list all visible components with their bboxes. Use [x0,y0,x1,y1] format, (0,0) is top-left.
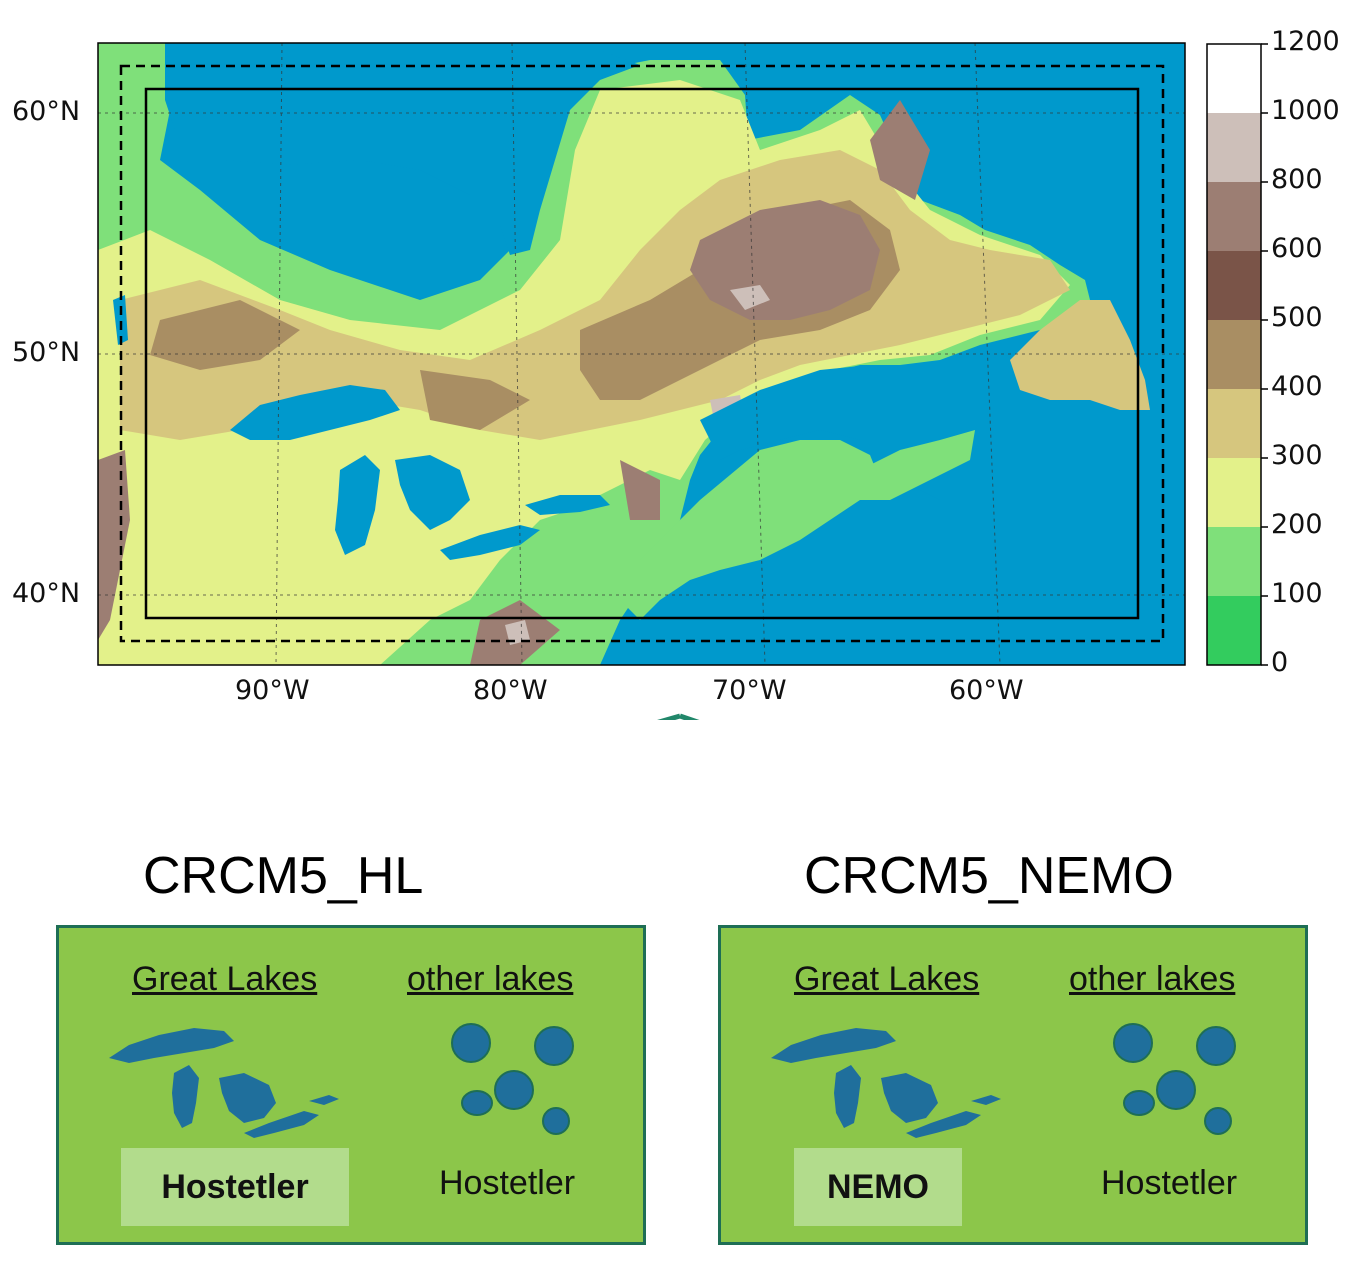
land-mountain [98,100,930,665]
colorbar-tick-label: 100 [1271,578,1323,609]
hudson-bay [165,43,640,255]
lat-label-50: 50°N [12,337,81,368]
maritimes [620,440,880,620]
great-lakes-icon [109,1028,339,1138]
colorbar-band [1207,527,1261,597]
lake-ontario [525,495,610,515]
lake-winnipeg [113,295,128,345]
lake-superior [230,385,400,440]
inner-domain-box [144,87,1140,620]
other-lakes-scheme: Hostetler [439,1164,576,1202]
colorbar-band [1207,44,1261,114]
model-title-hl: CRCM5_HL [143,847,424,905]
colorbar-band [1207,113,1261,183]
colorbar-band [1207,458,1261,528]
other-lakes-icon [451,1023,574,1135]
lake-erie [440,525,540,560]
graticule [98,43,1185,665]
panel-crcm5-hl: Great Lakes other lakes Hostetler Hostet… [56,925,646,1245]
elevation-colorbar [1206,43,1268,666]
colorbar-tick-label: 1200 [1271,26,1340,57]
other-lakes-scheme: Hostetler [1101,1164,1238,1202]
colorbar-tick-label: 1000 [1271,95,1340,126]
colorbar-tick-label: 800 [1271,164,1323,195]
panel-crcm5-nemo: Great Lakes other lakes NEMO Hostetler [718,925,1308,1245]
split-arrows [657,713,700,720]
colorbar-tick-label: 0 [1271,647,1289,678]
other-lakes-icon [1113,1023,1236,1135]
lon-label-90w: 90°W [235,675,310,706]
lat-label-60: 60°N [12,96,81,127]
great-lakes-scheme: Hostetler [161,1167,309,1206]
colorbar-band [1207,596,1261,666]
nova-scotia [860,430,975,500]
great-lakes-scheme-box: NEMO [794,1148,962,1226]
great-lakes-scheme-box: Hostetler [121,1148,349,1226]
great-lakes-heading: Great Lakes [132,960,318,998]
colorbar-band [1207,320,1261,390]
other-lakes-heading: other lakes [407,960,574,998]
colorbar-tick-label: 600 [1271,233,1323,264]
lon-label-70w: 70°W [712,675,787,706]
colorbar-tick-label: 300 [1271,440,1323,471]
lake-michigan [335,455,380,555]
other-lakes-heading: other lakes [1069,960,1236,998]
colorbar-tick-label: 200 [1271,509,1323,540]
great-lakes-heading: Great Lakes [794,960,980,998]
lon-label-80w: 80°W [473,675,548,706]
colorbar-frame [1206,43,1262,666]
colorbar-band [1207,251,1261,321]
lat-label-40: 40°N [12,578,81,609]
great-lakes-scheme: NEMO [827,1167,929,1206]
colorbar-tick-label: 400 [1271,371,1323,402]
outer-domain-box [119,64,1165,643]
topography-layer [98,43,1185,665]
colorbar-band [1207,389,1261,459]
lake-huron [395,455,470,530]
map-frame [97,42,1186,666]
great-lakes-icon [771,1028,1001,1138]
lon-label-60w: 60°W [949,675,1024,706]
newfoundland [1010,300,1150,410]
model-title-nemo: CRCM5_NEMO [804,847,1174,905]
colorbar-tick-label: 500 [1271,302,1323,333]
colorbar-band [1207,182,1261,252]
domain-map [97,42,1268,720]
